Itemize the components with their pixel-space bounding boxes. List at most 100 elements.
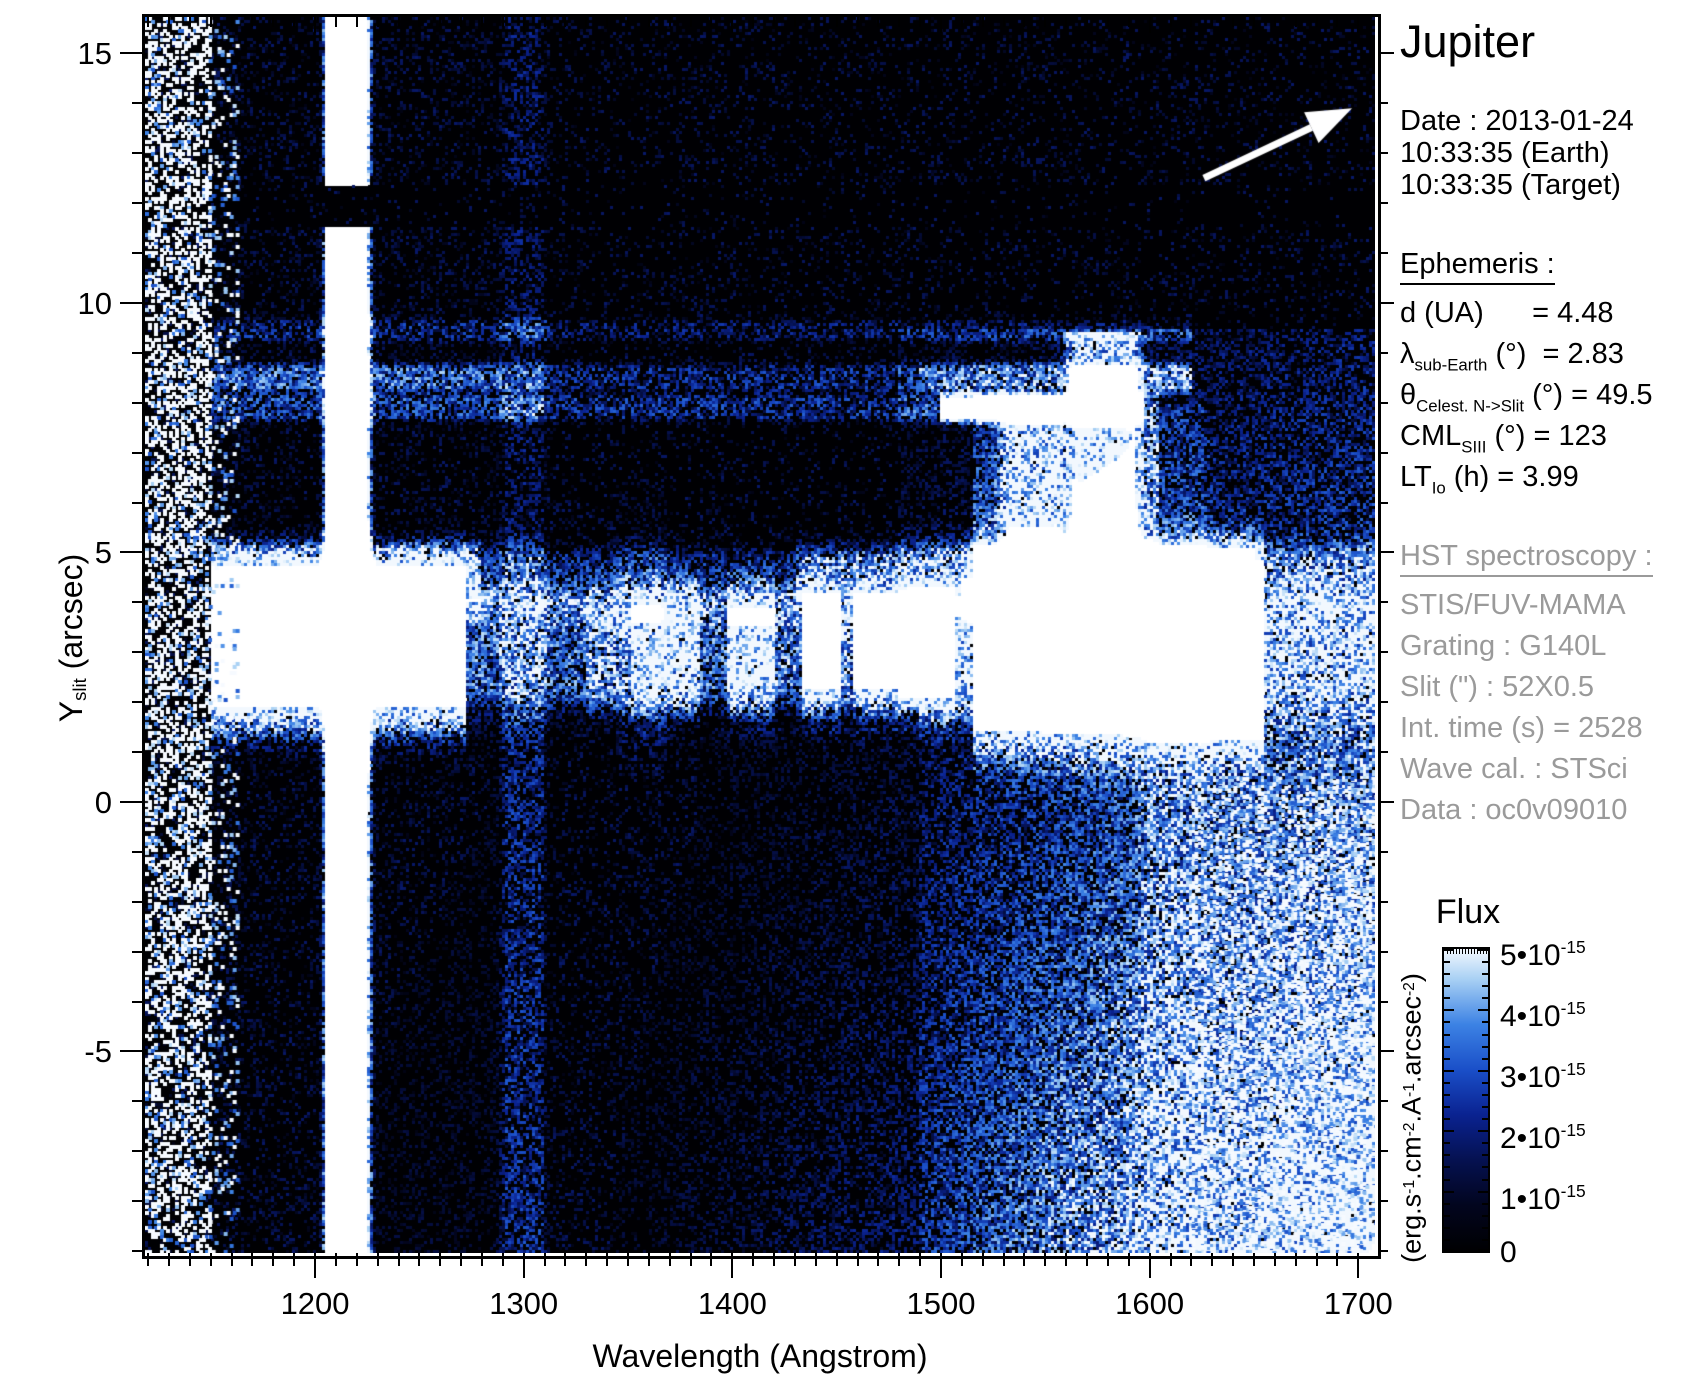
tick-mark <box>1378 202 1388 205</box>
hst-int-time: Int. time (s) = 2528 <box>1400 712 1643 744</box>
tick-mark <box>1378 1200 1388 1203</box>
tick-mark <box>522 1253 525 1278</box>
tick-mark <box>1294 17 1297 27</box>
colorbar-tick-mark <box>1482 1154 1488 1156</box>
colorbar-tick-mark <box>1474 949 1475 954</box>
tick-mark <box>1148 1253 1151 1278</box>
colorbar-tick-mark <box>1444 997 1450 999</box>
tick-mark <box>1023 17 1026 27</box>
tick-mark <box>606 17 609 27</box>
tick-mark <box>1378 751 1388 753</box>
tick-mark <box>1378 451 1388 454</box>
tick-mark <box>230 17 233 27</box>
tick-mark <box>1315 1253 1318 1266</box>
colorbar-tick-mark <box>1465 949 1466 954</box>
tick-mark <box>1378 601 1388 604</box>
colorbar-tick-mark <box>1444 1130 1454 1132</box>
tick-mark <box>480 17 483 27</box>
tick-mark <box>1086 17 1089 27</box>
ephemeris-block: Ephemeris : d (UA) = 4.48 λsub-Earth (°)… <box>1400 248 1653 498</box>
tick-mark <box>314 17 317 33</box>
colorbar-tick-mark <box>1478 1191 1488 1193</box>
time-target: 10:33:35 (Target) <box>1400 169 1621 201</box>
x-tick-label: 1500 <box>906 1286 976 1321</box>
tick-mark <box>1002 1253 1005 1266</box>
colorbar-tick-mark <box>1482 1215 1488 1217</box>
colorbar-tick-0: 0 <box>1500 1236 1517 1269</box>
colorbar-tick-mark <box>1482 1118 1488 1120</box>
tick-mark <box>501 1253 504 1266</box>
tick-mark <box>1357 1253 1360 1278</box>
tick-mark <box>1378 950 1388 953</box>
tick-mark <box>1127 1253 1130 1266</box>
tick-mark <box>1044 1253 1047 1266</box>
tick-mark <box>272 17 275 27</box>
spectral-image <box>145 17 1375 1253</box>
tick-mark <box>689 17 692 27</box>
tick-mark <box>272 1253 275 1266</box>
tick-mark <box>1148 17 1151 33</box>
colorbar-tick-mark <box>1482 1166 1488 1168</box>
x-tick-label: 1700 <box>1323 1286 1393 1321</box>
y-axis-title: Yslit (arcsec) <box>53 553 90 723</box>
colorbar-tick-mark <box>1482 1021 1488 1023</box>
tick-mark <box>1378 1250 1388 1252</box>
tick-mark <box>132 401 145 404</box>
tick-mark <box>919 17 922 27</box>
tick-mark <box>668 1253 671 1266</box>
tick-mark <box>120 301 145 304</box>
tick-mark <box>132 202 145 205</box>
tick-mark <box>668 17 671 27</box>
tick-mark <box>1106 17 1109 27</box>
tick-mark <box>960 17 963 27</box>
ephemeris-sub-earth-lat: λsub-Earth (°) = 2.83 <box>1400 338 1624 375</box>
tick-mark <box>1232 17 1235 27</box>
colorbar-tick-mark <box>1459 949 1460 954</box>
tick-mark <box>773 1253 776 1266</box>
colorbar-tick-mark <box>1444 1203 1450 1205</box>
tick-mark <box>1190 1253 1193 1266</box>
tick-mark <box>1378 551 1394 554</box>
colorbar-tick-1: 1•10-15 <box>1500 1181 1586 1216</box>
tick-mark <box>1190 17 1193 27</box>
colorbar-tick-mark <box>1444 1166 1450 1168</box>
tick-mark <box>856 17 859 27</box>
tick-mark <box>585 1253 588 1266</box>
tick-mark <box>147 17 150 27</box>
colorbar-tick-mark <box>1482 1094 1488 1096</box>
tick-mark <box>132 451 145 454</box>
colorbar-tick-2: 2•10-15 <box>1500 1120 1586 1155</box>
colorbar-tick-mark <box>1444 1249 1454 1251</box>
tick-mark <box>940 1253 942 1278</box>
hst-data-id: Data : oc0v09010 <box>1400 794 1628 826</box>
ephemeris-distance: d (UA) = 4.48 <box>1400 297 1614 329</box>
colorbar-tick-mark <box>1478 1009 1488 1011</box>
colorbar-tick-mark <box>1482 1046 1488 1048</box>
date-line: Date : 2013-01-24 <box>1400 105 1634 137</box>
colorbar-tick-mark <box>1478 1249 1488 1251</box>
tick-mark <box>1065 1253 1068 1266</box>
x-tick-label: 1600 <box>1115 1286 1185 1321</box>
colorbar-tick-mark <box>1482 973 1488 975</box>
tick-mark <box>1023 1253 1026 1266</box>
tick-mark <box>132 351 145 354</box>
tick-mark <box>752 17 755 27</box>
tick-mark <box>981 17 984 27</box>
tick-mark <box>1378 351 1388 354</box>
tick-mark <box>1378 1150 1388 1153</box>
tick-mark <box>1378 651 1388 654</box>
colorbar-tick-mark <box>1444 1070 1454 1072</box>
colorbar-tick-mark <box>1482 961 1488 963</box>
colorbar-tick-mark <box>1489 949 1490 954</box>
tick-mark <box>752 1253 755 1266</box>
colorbar-tick-mark <box>1482 985 1488 987</box>
tick-mark <box>120 800 145 803</box>
tick-mark <box>710 17 713 27</box>
tick-mark <box>1211 1253 1214 1266</box>
tick-mark <box>376 1253 379 1266</box>
colorbar-tick-mark <box>1480 949 1481 954</box>
ephemeris-io-local-time: LTIo (h) = 3.99 <box>1400 461 1579 498</box>
tick-mark <box>376 17 379 27</box>
tick-mark <box>293 17 296 27</box>
